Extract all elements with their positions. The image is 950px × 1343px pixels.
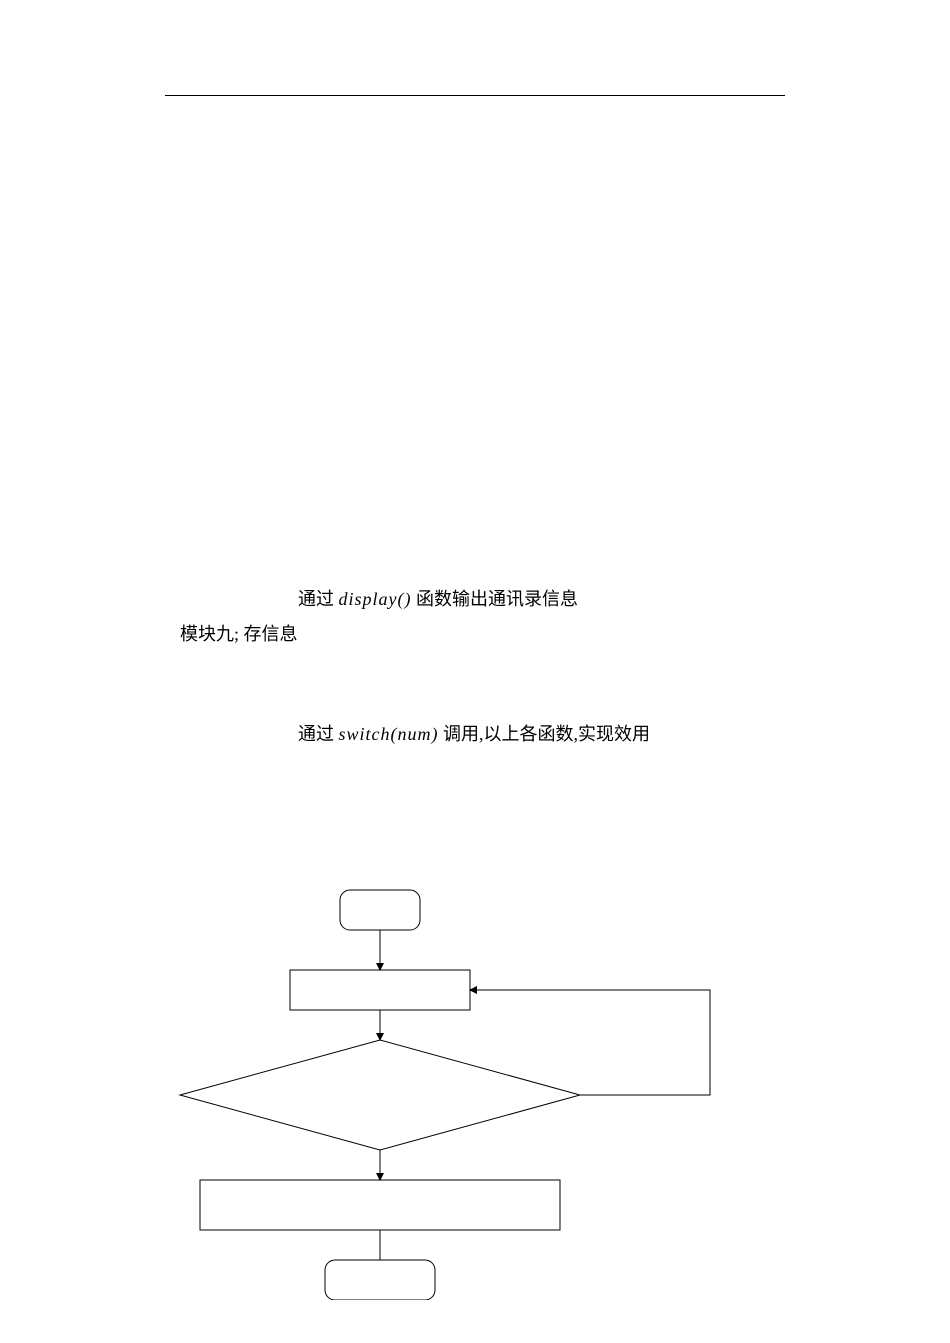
flowchart-node-process: [200, 1180, 560, 1230]
flowchart: [150, 880, 750, 1300]
flowchart-node-start: [340, 890, 420, 930]
text-display-func: display(): [339, 589, 412, 609]
text-switch-prefix: 通过: [298, 724, 339, 744]
text-switch-line: 通过 switch(num) 调用,以上各函数,实现效用: [298, 720, 650, 746]
flowchart-node-end: [325, 1260, 435, 1300]
text-module-nine: 模块九; 存信息: [180, 620, 298, 646]
flowchart-node-input: [290, 970, 470, 1010]
text-switch-func: switch(num): [339, 724, 439, 744]
text-display-line: 通过 display() 函数输出通讯录信息: [298, 585, 578, 611]
flowchart-node-decision: [180, 1040, 580, 1150]
text-display-prefix: 通过: [298, 589, 339, 609]
page-top-rule: [165, 95, 785, 96]
text-display-suffix: 函数输出通讯录信息: [416, 589, 578, 609]
text-switch-suffix: 调用,以上各函数,实现效用: [443, 724, 650, 744]
